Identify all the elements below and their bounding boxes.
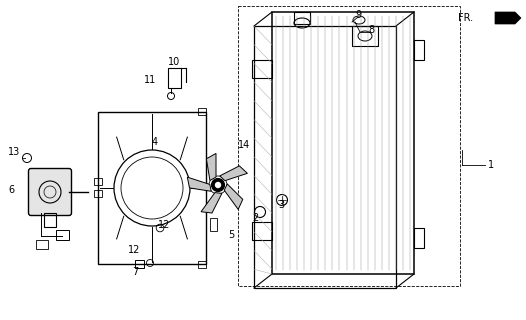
Text: 12: 12 bbox=[158, 220, 170, 230]
Bar bbox=[135, 260, 144, 268]
FancyBboxPatch shape bbox=[28, 169, 72, 215]
Bar bbox=[36, 240, 48, 249]
Text: 14: 14 bbox=[238, 140, 250, 150]
Text: 4: 4 bbox=[152, 137, 158, 147]
Bar bbox=[44, 213, 56, 227]
Text: 13: 13 bbox=[8, 147, 20, 157]
Text: 2: 2 bbox=[252, 213, 258, 223]
Polygon shape bbox=[201, 193, 222, 213]
Bar bbox=[198, 108, 206, 115]
Text: 5: 5 bbox=[228, 230, 234, 240]
Text: 7: 7 bbox=[132, 267, 138, 277]
Bar bbox=[294, 12, 310, 24]
Text: 3: 3 bbox=[278, 200, 284, 210]
Text: 10: 10 bbox=[168, 57, 180, 67]
Circle shape bbox=[211, 179, 225, 191]
Polygon shape bbox=[224, 184, 243, 209]
Text: 11: 11 bbox=[144, 75, 156, 85]
Bar bbox=[414, 40, 424, 60]
Bar bbox=[238, 6, 460, 286]
Text: 12: 12 bbox=[128, 245, 140, 255]
Text: 8: 8 bbox=[368, 25, 374, 35]
Bar bbox=[98, 112, 206, 264]
Bar bbox=[252, 222, 272, 240]
Bar bbox=[352, 26, 378, 46]
Bar bbox=[272, 12, 414, 274]
Bar bbox=[56, 230, 69, 240]
Text: FR.: FR. bbox=[458, 13, 473, 23]
Bar bbox=[168, 68, 181, 88]
Circle shape bbox=[215, 182, 221, 188]
Polygon shape bbox=[495, 12, 521, 24]
Text: 6: 6 bbox=[8, 185, 14, 195]
Bar bbox=[198, 261, 206, 268]
Text: 1: 1 bbox=[488, 160, 494, 170]
Text: 9: 9 bbox=[355, 10, 361, 20]
Polygon shape bbox=[187, 177, 211, 191]
Polygon shape bbox=[220, 166, 247, 181]
Bar bbox=[252, 60, 272, 78]
Polygon shape bbox=[206, 153, 216, 180]
Bar bbox=[414, 228, 424, 248]
Bar bbox=[254, 26, 396, 288]
Bar bbox=[94, 178, 102, 185]
Bar bbox=[94, 190, 102, 197]
Bar bbox=[210, 218, 217, 231]
